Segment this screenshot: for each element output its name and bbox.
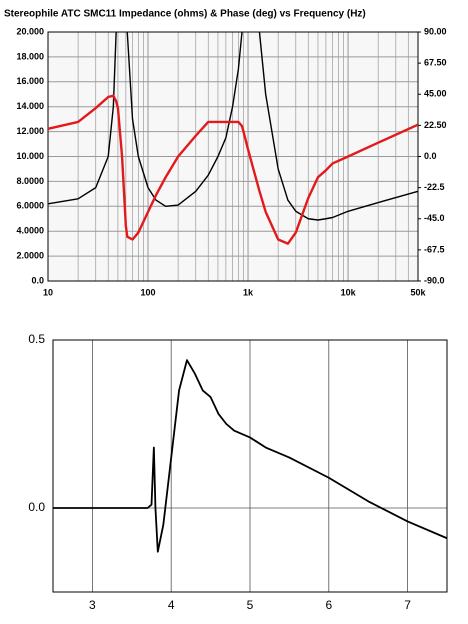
chart-title: Stereophile ATC SMC11 Impedance (ohms) &…	[4, 9, 366, 20]
y2-tick-label: 0.0	[424, 151, 437, 161]
chart: 10 100 1k 10k 50k 0.0 2.0000 4.0000 6.0000 8.0000…	[16, 26, 446, 297]
y2-tick-label: -67.5	[424, 244, 445, 254]
y-tick-label: 2.0000	[16, 250, 44, 260]
x-tick-label: 10k	[341, 287, 357, 297]
x-tick-label: 4	[168, 598, 175, 612]
y-tick-label: 10.000	[16, 151, 44, 161]
y-tick-label: 14.000	[16, 101, 44, 111]
x-tick-label: 1k	[243, 287, 254, 297]
x-tick-label: 50k	[410, 287, 426, 297]
series-line	[47, 94, 419, 245]
y2-tick-label: 67.50	[424, 58, 447, 68]
x-tick-label: 100	[141, 287, 156, 297]
y2-tick-label: 45.00	[424, 89, 447, 99]
x-tick-label: 7	[404, 598, 411, 612]
y2-tick-label: -22.5	[424, 182, 445, 192]
y-tick-label: 20.000	[16, 26, 44, 36]
series-line	[47, 31, 419, 221]
y-tick-label: 16.000	[16, 76, 44, 86]
y-tick-label: 18.000	[16, 51, 44, 61]
y-tick-label: 0.0	[31, 275, 44, 285]
plot-frame	[47, 31, 419, 282]
y-tick-label: 12.000	[16, 126, 44, 136]
x-tick-label: 3	[89, 598, 96, 612]
chart: 3 4 5 6 7 0.0 0.5	[28, 332, 448, 612]
plot-frame	[52, 339, 448, 593]
y2-tick-label: 22.50	[424, 120, 447, 130]
series-line	[53, 359, 448, 553]
y-tick-label: 8.0000	[16, 176, 44, 186]
y-tick-label: 0.5	[28, 332, 45, 346]
x-tick-label: 6	[325, 598, 332, 612]
x-tick-label: 5	[247, 598, 254, 612]
y2-tick-label: -90.0	[424, 275, 445, 285]
y-tick-label: 4.0000	[16, 226, 44, 236]
x-tick-label: 10	[43, 287, 53, 297]
y-tick-label: 6.0000	[16, 201, 44, 211]
y-tick-label: 0.0	[28, 500, 45, 514]
y2-tick-label: -45.0	[424, 213, 445, 223]
y2-tick-label: 90.00	[424, 26, 447, 36]
